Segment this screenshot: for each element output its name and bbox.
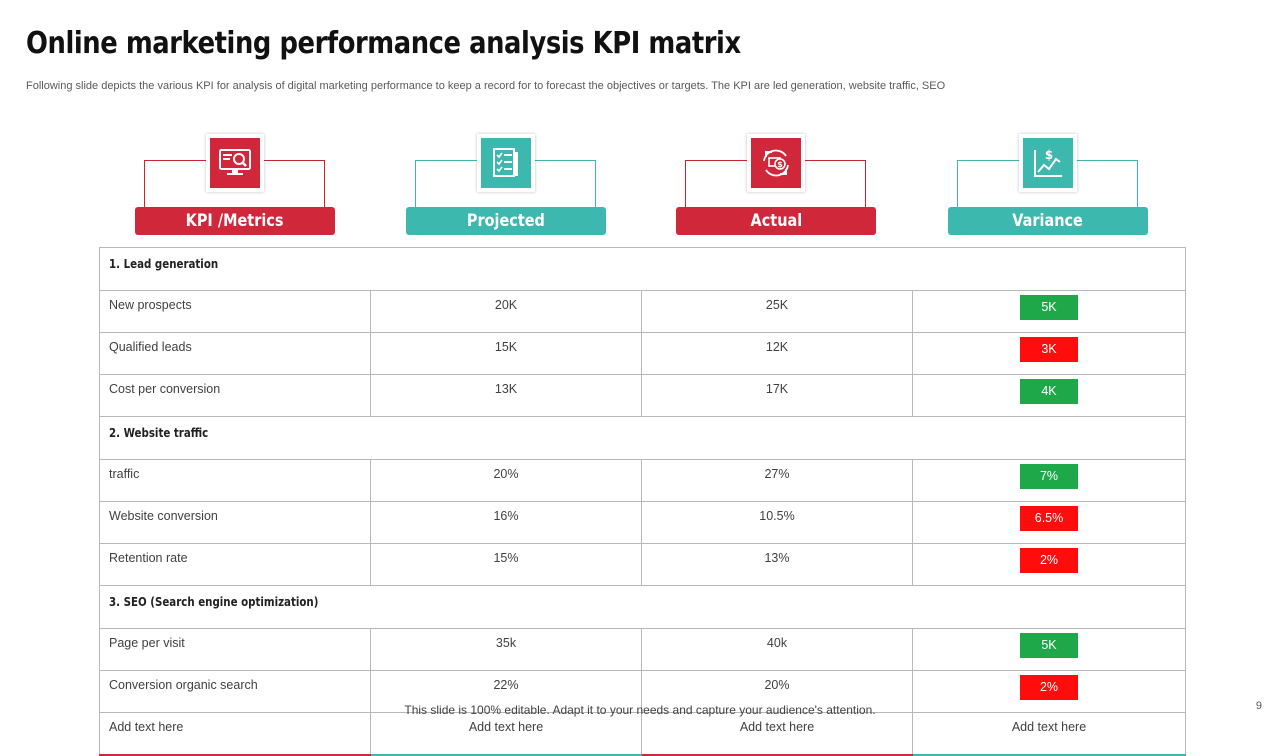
table-row: Conversion organic search 22% 20% 2% <box>99 670 1186 713</box>
projected-cell: 20K <box>370 290 642 333</box>
projected-cell: 15K <box>370 332 642 375</box>
actual-cell: 10.5% <box>641 501 913 544</box>
column-header-actual: $ Actual <box>676 133 876 237</box>
page-number: 9 <box>1255 700 1262 712</box>
section-heading: 3. SEO (Search engine optimization) <box>99 585 1186 629</box>
actual-cell: 13% <box>641 543 913 586</box>
variance-cell: 6.5% <box>912 501 1186 544</box>
metric-cell: Qualified leads <box>99 332 371 375</box>
table-row: Cost per conversion 13K 17K 4K <box>99 374 1186 417</box>
variance-badge: 7% <box>1020 464 1078 489</box>
variance-cell: 3K <box>912 332 1186 375</box>
metric-cell: New prospects <box>99 290 371 333</box>
metric-cell: Page per visit <box>99 628 371 671</box>
variance-cell: 2% <box>912 670 1186 713</box>
variance-badge: 5K <box>1020 633 1078 658</box>
actual-cell: 27% <box>641 459 913 502</box>
metric-cell: traffic <box>99 459 371 502</box>
placeholder-cell: Add text here <box>370 712 642 756</box>
header-icon-frame: $ <box>747 134 805 192</box>
variance-badge: 3K <box>1020 337 1078 362</box>
column-header-variance: $ Variance <box>948 133 1148 237</box>
variance-cell: 5K <box>912 290 1186 333</box>
projected-cell: 20% <box>370 459 642 502</box>
placeholder-cell: Add text here <box>912 712 1186 756</box>
column-label-kpi: KPI /Metrics <box>135 207 335 235</box>
variance-badge: 5K <box>1020 295 1078 320</box>
column-label-variance: Variance <box>948 207 1148 235</box>
actual-cell: 12K <box>641 332 913 375</box>
projected-cell: 35k <box>370 628 642 671</box>
header-icon-frame: $ <box>1019 134 1077 192</box>
variance-badge: 6.5% <box>1020 506 1078 531</box>
monitor-analytics-icon <box>219 149 251 175</box>
kpi-matrix-table: 1. Lead generation New prospects 20K 25K… <box>99 247 1186 756</box>
column-label-actual: Actual <box>676 207 876 235</box>
variance-cell: 5K <box>912 628 1186 671</box>
money-exchange-icon: $ <box>763 149 789 177</box>
variance-badge: 4K <box>1020 379 1078 404</box>
variance-badge: 2% <box>1020 675 1078 700</box>
column-header-projected: Projected <box>406 133 606 237</box>
checklist-document-icon <box>493 148 518 177</box>
table-row: traffic 20% 27% 7% <box>99 459 1186 502</box>
metric-cell: Cost per conversion <box>99 374 371 417</box>
svg-text:$: $ <box>1045 148 1053 162</box>
page-subtitle: Following slide depicts the various KPI … <box>26 80 946 92</box>
table-row: Qualified leads 15K 12K 3K <box>99 332 1186 375</box>
actual-cell: 20% <box>641 670 913 713</box>
footer-note: This slide is 100% editable. Adapt it to… <box>404 703 876 717</box>
metric-cell: Conversion organic search <box>99 670 371 713</box>
svg-text:$: $ <box>777 160 783 169</box>
section-heading: 1. Lead generation <box>99 247 1186 291</box>
variance-cell: 2% <box>912 543 1186 586</box>
dollar-growth-chart-icon: $ <box>1034 148 1062 177</box>
table-row: New prospects 20K 25K 5K <box>99 290 1186 333</box>
section-row: 1. Lead generation <box>99 247 1186 291</box>
section-row: 3. SEO (Search engine optimization) <box>99 585 1186 629</box>
projected-cell: 16% <box>370 501 642 544</box>
table-row-placeholder: Add text here Add text here Add text her… <box>99 712 1186 756</box>
section-row: 2. Website traffic <box>99 416 1186 460</box>
table-row: Retention rate 15% 13% 2% <box>99 543 1186 586</box>
metric-cell: Retention rate <box>99 543 371 586</box>
header-icon-frame <box>206 134 264 192</box>
projected-cell: 15% <box>370 543 642 586</box>
variance-cell: 4K <box>912 374 1186 417</box>
metric-cell: Website conversion <box>99 501 371 544</box>
projected-cell: 13K <box>370 374 642 417</box>
variance-cell: 7% <box>912 459 1186 502</box>
column-label-projected: Projected <box>406 207 606 235</box>
actual-cell: 40k <box>641 628 913 671</box>
section-heading: 2. Website traffic <box>99 416 1186 460</box>
header-icon-frame <box>477 134 535 192</box>
variance-badge: 2% <box>1020 548 1078 573</box>
page-title: Online marketing performance analysis KP… <box>26 26 741 61</box>
actual-cell: 25K <box>641 290 913 333</box>
column-header-kpi: KPI /Metrics <box>135 133 335 237</box>
placeholder-cell: Add text here <box>641 712 913 756</box>
table-row: Website conversion 16% 10.5% 6.5% <box>99 501 1186 544</box>
table-row: Page per visit 35k 40k 5K <box>99 628 1186 671</box>
projected-cell: 22% <box>370 670 642 713</box>
actual-cell: 17K <box>641 374 913 417</box>
placeholder-cell: Add text here <box>99 712 371 756</box>
